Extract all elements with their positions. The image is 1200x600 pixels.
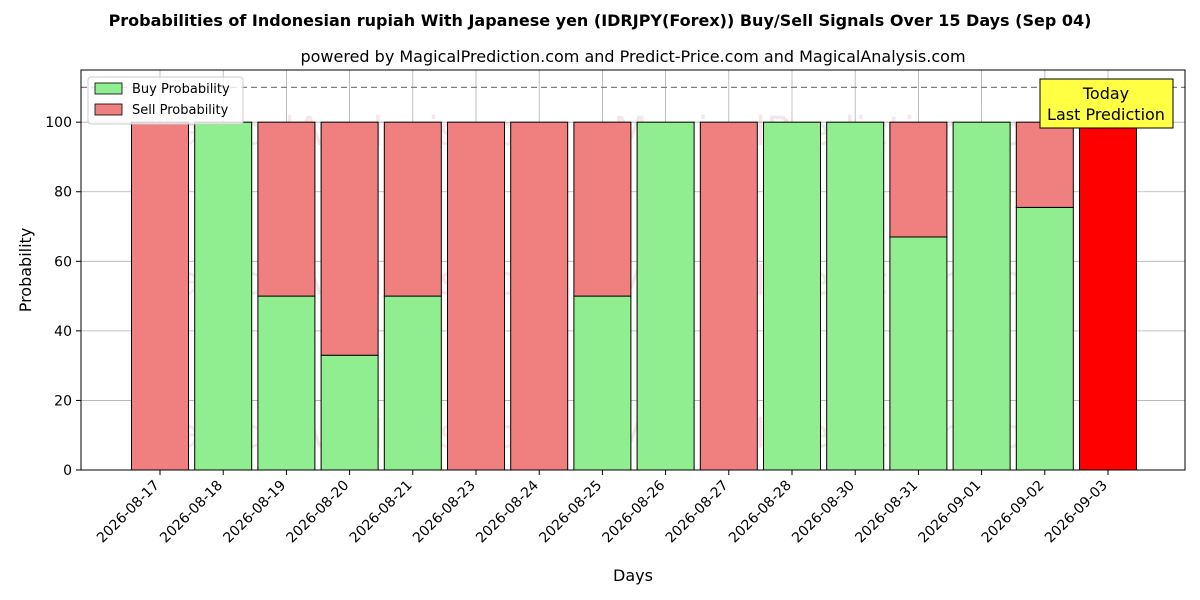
y-tick-label: 20 — [54, 393, 72, 409]
chart-title: Probabilities of Indonesian rupiah With … — [109, 11, 1092, 30]
x-tick-label: 2026-08-17 — [94, 478, 163, 547]
bar-sell — [573, 121, 632, 297]
y-tick-label: 40 — [54, 324, 72, 340]
today-label-line2: Last Prediction — [1047, 105, 1165, 124]
bar-sell — [131, 121, 189, 471]
today-label-box — [1039, 78, 1174, 129]
today-label-line1: Today — [1082, 84, 1129, 103]
x-tick-label: 2026-08-20 — [284, 478, 353, 547]
y-tick-label: 80 — [54, 185, 72, 201]
x-tick-label: 2026-08-26 — [600, 477, 669, 546]
bar-sell — [320, 121, 379, 356]
bar-sell — [699, 121, 758, 471]
legend: Buy Probability Sell Probability — [87, 76, 244, 125]
bar-buy — [889, 236, 948, 471]
bar-sell — [1015, 121, 1074, 208]
bar-buy — [826, 121, 885, 471]
bar-buy — [320, 354, 379, 471]
bar-buy — [257, 295, 316, 471]
y-axis-ticks: 0 20 40 60 80 100 — [45, 115, 81, 479]
legend-label-sell: Sell Probability — [132, 103, 229, 118]
plot-border — [80, 69, 1186, 471]
legend-swatch-sell — [94, 103, 123, 116]
legend-label-buy: Buy Probability — [132, 82, 230, 97]
x-tick-label: 2026-08-30 — [789, 478, 858, 547]
legend-box — [87, 76, 244, 125]
legend-swatch-buy — [94, 82, 123, 95]
x-tick-label: 2026-08-24 — [473, 477, 542, 546]
bar-sell — [510, 121, 569, 471]
bar-buy — [573, 295, 632, 471]
bar-sell — [383, 121, 442, 297]
bar-buy — [636, 121, 695, 471]
today-annotation: Today Last Prediction — [1039, 78, 1174, 129]
x-tick-label: 2026-08-28 — [726, 478, 795, 547]
y-tick-label: 0 — [63, 463, 72, 479]
x-tick-label: 2026-08-31 — [852, 478, 921, 547]
bar-sell — [889, 121, 948, 238]
bar-sell — [447, 121, 505, 471]
bar-buy — [952, 121, 1011, 471]
x-tick-label: 2026-08-18 — [157, 478, 226, 547]
x-axis-ticks: 2026-08-172026-08-182026-08-192026-08-20… — [94, 470, 1111, 546]
x-tick-label: 2026-09-03 — [1042, 478, 1111, 547]
x-tick-label: 2026-08-21 — [347, 478, 416, 547]
bar-buy — [194, 121, 253, 471]
x-tick-label: 2026-09-01 — [916, 478, 985, 547]
y-tick-label: 60 — [54, 254, 72, 270]
bar-buy — [763, 121, 821, 471]
y-axis-label: Probability — [16, 228, 35, 313]
bar-buy — [1015, 206, 1074, 471]
x-tick-label: 2026-08-27 — [663, 478, 732, 547]
x-tick-label: 2026-09-02 — [979, 478, 1048, 547]
bar-buy — [383, 295, 442, 471]
chart-subtitle: powered by MagicalPrediction.com and Pre… — [300, 47, 965, 66]
y-tick-label: 100 — [45, 115, 72, 131]
bar-sell — [1079, 121, 1137, 471]
bar-sell — [257, 121, 316, 297]
x-tick-label: 2026-08-19 — [220, 478, 289, 547]
x-tick-label: 2026-08-25 — [536, 478, 605, 547]
x-tick-label: 2026-08-23 — [410, 478, 479, 547]
x-axis-label: Days — [613, 566, 653, 585]
